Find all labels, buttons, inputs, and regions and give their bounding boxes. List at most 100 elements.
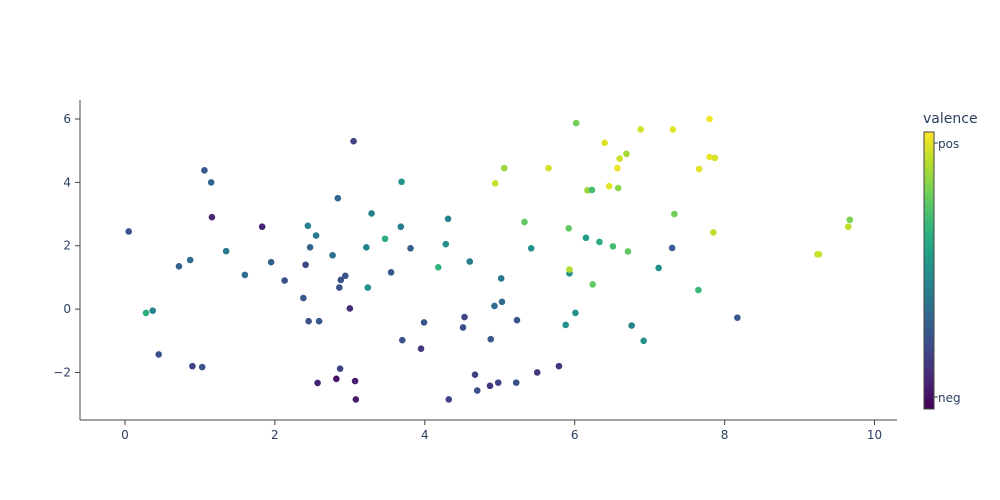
data-point[interactable] xyxy=(669,126,677,133)
data-point[interactable] xyxy=(671,210,678,218)
data-point[interactable] xyxy=(734,314,741,321)
data-point[interactable] xyxy=(397,223,405,231)
data-point[interactable] xyxy=(844,223,852,231)
data-point[interactable] xyxy=(444,215,452,223)
data-point[interactable] xyxy=(337,276,345,284)
data-point[interactable] xyxy=(471,371,479,378)
data-point[interactable] xyxy=(368,210,375,217)
data-point[interactable] xyxy=(350,137,357,145)
data-point[interactable] xyxy=(420,319,428,326)
data-point[interactable] xyxy=(512,379,520,386)
data-point[interactable] xyxy=(513,316,521,324)
data-point[interactable] xyxy=(616,155,623,162)
data-point[interactable] xyxy=(491,302,498,310)
data-point[interactable] xyxy=(706,115,713,123)
data-point[interactable] xyxy=(142,309,150,317)
data-point[interactable] xyxy=(545,164,552,172)
data-point[interactable] xyxy=(588,186,596,194)
data-point[interactable] xyxy=(706,153,713,161)
data-point[interactable] xyxy=(346,305,354,312)
data-point[interactable] xyxy=(596,238,603,246)
data-point[interactable] xyxy=(582,234,590,242)
data-point[interactable] xyxy=(329,251,336,259)
data-point[interactable] xyxy=(387,269,395,276)
data-point[interactable] xyxy=(624,248,632,255)
data-point[interactable] xyxy=(155,351,163,358)
data-point[interactable] xyxy=(364,284,372,291)
data-point[interactable] xyxy=(315,317,323,325)
data-point[interactable] xyxy=(417,345,425,353)
data-point[interactable] xyxy=(186,256,194,264)
data-point[interactable] xyxy=(498,298,506,306)
data-point[interactable] xyxy=(258,223,266,231)
data-point[interactable] xyxy=(300,294,307,302)
data-point[interactable] xyxy=(710,229,717,236)
data-point[interactable] xyxy=(815,250,823,258)
data-point[interactable] xyxy=(459,324,467,331)
data-point[interactable] xyxy=(566,266,573,273)
data-point[interactable] xyxy=(352,396,360,403)
data-point[interactable] xyxy=(399,336,406,344)
data-point[interactable] xyxy=(695,286,702,294)
data-point[interactable] xyxy=(201,167,208,174)
data-point[interactable] xyxy=(562,321,570,329)
data-point[interactable] xyxy=(125,228,133,235)
data-point[interactable] xyxy=(207,179,215,186)
data-point[interactable] xyxy=(846,216,854,224)
data-point[interactable] xyxy=(555,362,563,370)
data-point[interactable] xyxy=(304,222,312,230)
data-point[interactable] xyxy=(208,213,216,221)
data-point[interactable] xyxy=(306,244,314,251)
data-point[interactable] xyxy=(572,309,579,317)
data-point[interactable] xyxy=(589,281,596,288)
data-point[interactable] xyxy=(601,139,608,147)
data-point[interactable] xyxy=(609,243,617,250)
data-point[interactable] xyxy=(336,284,343,291)
data-point[interactable] xyxy=(312,232,320,239)
data-point[interactable] xyxy=(565,225,573,232)
data-point[interactable] xyxy=(175,263,183,270)
data-point[interactable] xyxy=(222,247,230,255)
data-point[interactable] xyxy=(461,313,468,321)
data-point[interactable] xyxy=(500,164,508,172)
data-point[interactable] xyxy=(398,178,405,186)
data-point[interactable] xyxy=(445,396,453,403)
data-point[interactable] xyxy=(497,275,505,282)
data-point[interactable] xyxy=(342,272,349,280)
data-point[interactable] xyxy=(149,307,157,314)
data-point[interactable] xyxy=(305,317,312,325)
data-point[interactable] xyxy=(473,387,481,394)
data-point[interactable] xyxy=(267,258,275,266)
data-point[interactable] xyxy=(442,240,450,248)
data-point[interactable] xyxy=(351,377,359,385)
data-point[interactable] xyxy=(314,379,321,387)
data-point[interactable] xyxy=(466,258,474,265)
data-point[interactable] xyxy=(533,369,541,376)
data-point[interactable] xyxy=(640,337,647,345)
data-point[interactable] xyxy=(711,154,719,162)
data-point[interactable] xyxy=(527,244,535,252)
data-point[interactable] xyxy=(628,322,635,329)
data-point[interactable] xyxy=(189,362,196,370)
data-point[interactable] xyxy=(363,244,370,251)
data-point[interactable] xyxy=(302,261,309,269)
data-point[interactable] xyxy=(241,271,249,279)
data-point[interactable] xyxy=(198,363,206,371)
data-point[interactable] xyxy=(486,382,494,390)
data-point[interactable] xyxy=(381,235,389,243)
data-point[interactable] xyxy=(334,194,342,202)
data-point[interactable] xyxy=(655,264,662,272)
data-point[interactable] xyxy=(407,244,414,252)
data-point[interactable] xyxy=(494,379,502,386)
data-point[interactable] xyxy=(695,165,703,173)
data-point[interactable] xyxy=(333,375,340,383)
data-point[interactable] xyxy=(614,164,621,172)
data-point[interactable] xyxy=(614,184,622,192)
data-point[interactable] xyxy=(572,119,580,127)
data-point[interactable] xyxy=(491,180,499,187)
data-point[interactable] xyxy=(336,365,344,372)
data-point[interactable] xyxy=(281,277,288,284)
data-point[interactable] xyxy=(637,126,644,133)
data-point[interactable] xyxy=(487,335,495,343)
data-point[interactable] xyxy=(668,244,676,252)
